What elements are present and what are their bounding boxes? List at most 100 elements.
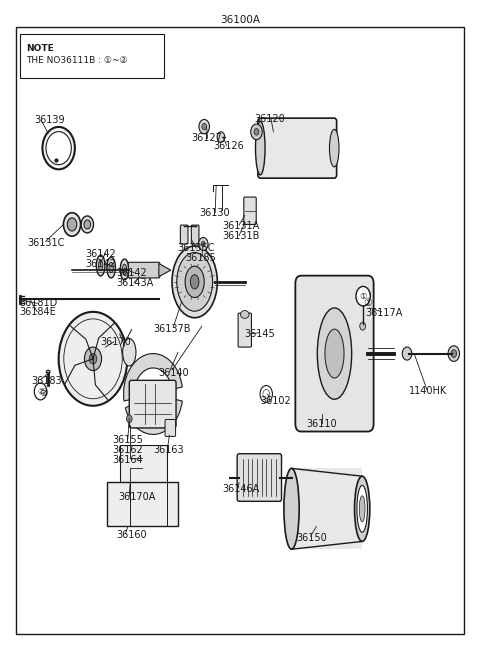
Text: 36127: 36127 xyxy=(192,134,222,143)
Circle shape xyxy=(89,354,97,364)
Text: 36183: 36183 xyxy=(31,376,61,386)
Circle shape xyxy=(34,383,47,400)
FancyBboxPatch shape xyxy=(258,118,336,178)
Ellipse shape xyxy=(255,121,265,175)
Text: 36117A: 36117A xyxy=(365,308,402,318)
Circle shape xyxy=(126,415,132,422)
Circle shape xyxy=(356,286,370,306)
Text: 36145: 36145 xyxy=(245,329,276,339)
Text: 36100A: 36100A xyxy=(220,14,260,25)
Ellipse shape xyxy=(107,257,116,278)
Text: 1140HK: 1140HK xyxy=(409,386,448,396)
Ellipse shape xyxy=(191,274,199,289)
Circle shape xyxy=(67,218,77,231)
Ellipse shape xyxy=(98,260,103,271)
Circle shape xyxy=(360,322,365,330)
FancyBboxPatch shape xyxy=(244,197,256,225)
FancyBboxPatch shape xyxy=(128,262,160,278)
Ellipse shape xyxy=(96,255,105,276)
Text: 36131B: 36131B xyxy=(222,231,259,241)
Text: NOTE: NOTE xyxy=(26,45,54,54)
FancyBboxPatch shape xyxy=(291,468,362,550)
Polygon shape xyxy=(159,263,171,276)
Circle shape xyxy=(361,289,370,302)
Circle shape xyxy=(201,242,205,247)
Circle shape xyxy=(59,312,127,405)
Text: 36155: 36155 xyxy=(112,435,143,445)
Circle shape xyxy=(84,220,91,229)
Text: ①: ① xyxy=(364,298,372,308)
Circle shape xyxy=(251,124,262,140)
Text: 36110: 36110 xyxy=(306,419,336,429)
FancyBboxPatch shape xyxy=(192,225,199,244)
Text: 36150: 36150 xyxy=(296,533,327,542)
Ellipse shape xyxy=(329,130,339,167)
Text: 36184E: 36184E xyxy=(20,307,56,317)
Text: 36163: 36163 xyxy=(153,445,184,455)
Ellipse shape xyxy=(172,246,217,318)
Text: 36160: 36160 xyxy=(116,530,146,540)
Circle shape xyxy=(199,119,209,134)
Ellipse shape xyxy=(177,252,213,311)
Circle shape xyxy=(254,128,259,135)
Bar xyxy=(21,34,164,79)
Text: 36131A: 36131A xyxy=(222,221,259,231)
Circle shape xyxy=(451,350,456,358)
Wedge shape xyxy=(123,354,182,401)
Ellipse shape xyxy=(317,308,352,400)
Text: ②: ② xyxy=(37,387,44,396)
Circle shape xyxy=(402,347,412,360)
Ellipse shape xyxy=(122,264,127,274)
FancyBboxPatch shape xyxy=(238,313,252,347)
Bar xyxy=(108,482,178,527)
Text: ①: ① xyxy=(360,291,367,301)
Ellipse shape xyxy=(240,310,249,318)
Text: 36146A: 36146A xyxy=(222,484,259,495)
Text: 36164: 36164 xyxy=(112,455,143,465)
Ellipse shape xyxy=(284,468,299,550)
Ellipse shape xyxy=(46,370,50,373)
Text: 36162: 36162 xyxy=(112,445,143,455)
Wedge shape xyxy=(125,398,182,434)
Text: 36143A: 36143A xyxy=(116,278,153,288)
Ellipse shape xyxy=(185,266,204,297)
Text: ②: ② xyxy=(39,388,48,398)
Text: 36142: 36142 xyxy=(85,249,116,259)
Ellipse shape xyxy=(120,259,129,280)
Circle shape xyxy=(199,238,208,251)
Circle shape xyxy=(217,132,225,142)
Text: 36142: 36142 xyxy=(85,259,116,269)
Text: 36140: 36140 xyxy=(158,368,189,378)
Text: 36170A: 36170A xyxy=(118,492,156,502)
Bar xyxy=(120,445,167,483)
Text: 36185: 36185 xyxy=(185,253,216,263)
Text: 36135C: 36135C xyxy=(177,243,215,253)
Ellipse shape xyxy=(355,476,370,542)
Text: 36137B: 36137B xyxy=(153,324,191,334)
FancyBboxPatch shape xyxy=(295,276,373,432)
Text: 36120: 36120 xyxy=(254,114,285,124)
Ellipse shape xyxy=(46,132,72,164)
FancyBboxPatch shape xyxy=(165,419,176,436)
Text: 36126: 36126 xyxy=(214,141,244,151)
Circle shape xyxy=(81,216,94,233)
Text: THE NO36111B : ①~②: THE NO36111B : ①~② xyxy=(26,56,128,66)
Circle shape xyxy=(84,347,102,371)
Ellipse shape xyxy=(360,496,365,522)
Text: 36142: 36142 xyxy=(116,269,147,278)
Text: 36139: 36139 xyxy=(34,115,64,125)
Circle shape xyxy=(63,213,81,236)
Text: 36130: 36130 xyxy=(199,208,230,218)
Ellipse shape xyxy=(122,339,136,366)
Text: 36170: 36170 xyxy=(101,337,132,347)
Text: 36131C: 36131C xyxy=(28,238,65,248)
Circle shape xyxy=(202,123,206,130)
Ellipse shape xyxy=(42,127,75,170)
Ellipse shape xyxy=(325,329,344,378)
FancyBboxPatch shape xyxy=(237,454,281,501)
Ellipse shape xyxy=(109,262,113,272)
FancyBboxPatch shape xyxy=(129,381,176,428)
Circle shape xyxy=(448,346,459,362)
Ellipse shape xyxy=(357,485,367,533)
Text: 36181D: 36181D xyxy=(20,299,58,309)
